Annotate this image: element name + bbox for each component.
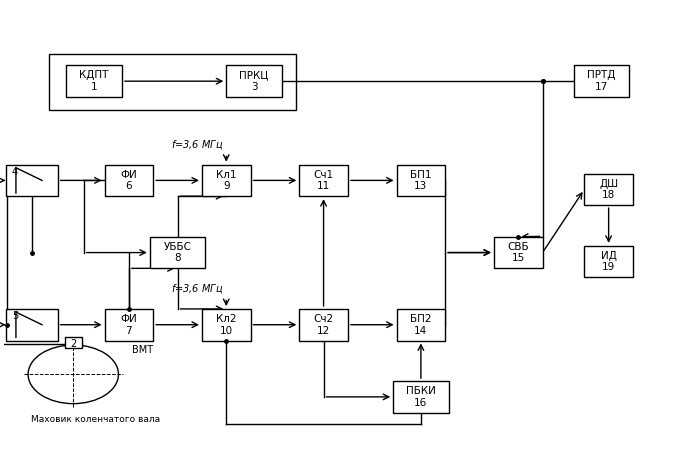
Text: БП2
14: БП2 14 (410, 314, 432, 336)
Bar (202, 165, 250, 196)
Text: $f$=3,6 МГц: $f$=3,6 МГц (171, 282, 223, 295)
Bar (226, 65, 282, 97)
Text: 2: 2 (70, 339, 76, 349)
Bar (584, 174, 633, 205)
Text: Маховик коленчатого вала: Маховик коленчатого вала (31, 415, 161, 424)
Bar (494, 237, 542, 268)
Text: БП1
13: БП1 13 (410, 170, 432, 191)
Bar (66, 65, 122, 97)
Bar (574, 65, 630, 97)
Text: ДШ
18: ДШ 18 (599, 179, 618, 200)
Text: УББС
8: УББС 8 (164, 242, 192, 263)
Text: Кл1
9: Кл1 9 (216, 170, 236, 191)
Bar (202, 309, 250, 341)
Text: Сч2
12: Сч2 12 (314, 314, 333, 336)
Text: ВМТ: ВМТ (132, 345, 154, 354)
Bar (6, 165, 57, 196)
Bar (584, 246, 633, 277)
Bar (299, 165, 348, 196)
Text: ПРКЦ
3: ПРКЦ 3 (240, 70, 268, 92)
Bar (105, 309, 153, 341)
Bar (396, 165, 445, 196)
Text: Кл2
10: Кл2 10 (216, 314, 236, 336)
Bar (396, 309, 445, 341)
Text: 5: 5 (12, 311, 18, 321)
Bar (105, 165, 153, 196)
Text: СВБ
15: СВБ 15 (507, 242, 529, 263)
Text: 4: 4 (12, 166, 18, 176)
Bar (6, 309, 57, 341)
Text: КДПТ
1: КДПТ 1 (80, 70, 109, 92)
Text: ФИ
7: ФИ 7 (120, 314, 137, 336)
Text: ПБКИ
16: ПБКИ 16 (406, 386, 436, 408)
Text: $f$=3,6 МГц: $f$=3,6 МГц (171, 138, 223, 151)
Text: ФИ
6: ФИ 6 (120, 170, 137, 191)
Text: ИД
19: ИД 19 (600, 251, 617, 272)
Bar (64, 337, 82, 348)
Bar (393, 381, 449, 413)
Bar (49, 54, 296, 110)
Text: ПРТД
17: ПРТД 17 (587, 70, 616, 92)
Text: Сч1
11: Сч1 11 (314, 170, 333, 191)
Bar (150, 237, 206, 268)
Bar (299, 309, 348, 341)
